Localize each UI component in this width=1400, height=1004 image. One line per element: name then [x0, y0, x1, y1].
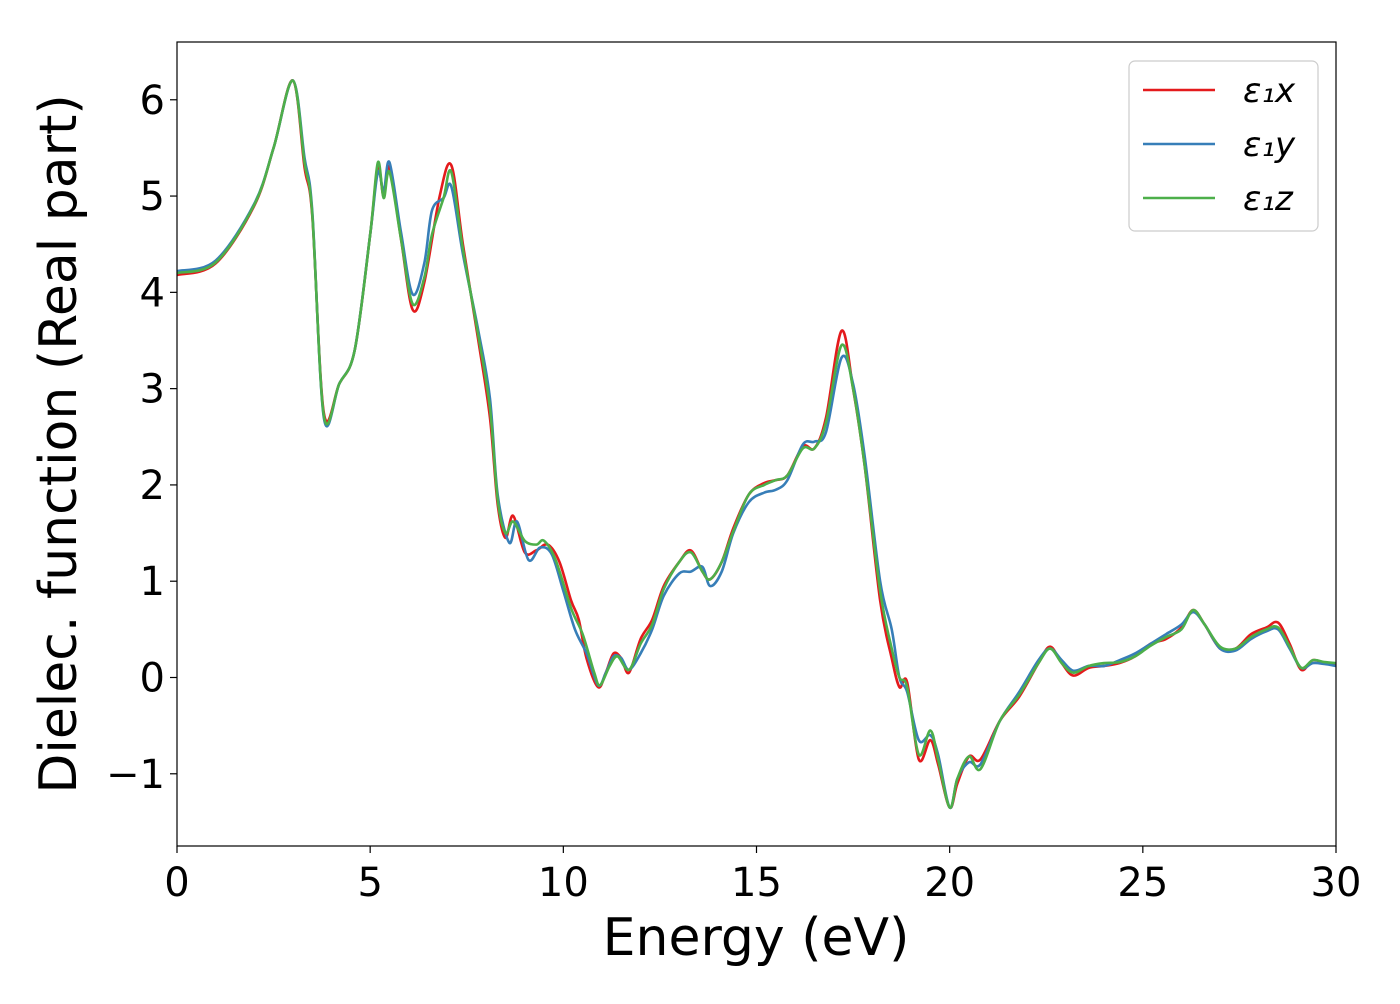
x-tick-label: 10	[538, 860, 589, 906]
y-axis-label: Dielec. function (Real part)	[29, 94, 89, 793]
y-tick-label: −1	[106, 752, 165, 798]
legend-label-3: ε₁z	[1243, 179, 1294, 219]
x-tick-label: 15	[731, 860, 782, 906]
legend-box	[1128, 60, 1319, 232]
y-tick-label: 4	[140, 270, 165, 316]
legend: ε₁x ε₁y ε₁z	[1128, 60, 1319, 232]
legend-label-1: ε₁x	[1243, 71, 1296, 111]
x-tick-label: 20	[924, 860, 975, 906]
x-tick-label: 5	[357, 860, 382, 906]
legend-label-2: ε₁y	[1243, 125, 1296, 165]
y-tick-label: 1	[140, 559, 165, 605]
y-tick-label: 3	[140, 367, 165, 413]
y-tick-label: 6	[140, 78, 165, 124]
legend-entries: ε₁x ε₁y ε₁z	[1143, 71, 1296, 219]
x-tick-label: 0	[164, 860, 189, 906]
series-line-3	[177, 79, 1336, 809]
y-tick-label: 2	[140, 463, 165, 509]
x-axis-ticks: 0 5 10 15 20 25 30	[164, 846, 1361, 906]
x-tick-label: 25	[1117, 860, 1168, 906]
series-layer	[177, 79, 1336, 810]
x-axis-label: Energy (eV)	[603, 908, 910, 968]
x-tick-label: 30	[1311, 860, 1362, 906]
y-tick-label: 0	[140, 655, 165, 701]
y-axis-ticks: −1 0 1 2 3 4 5 6	[106, 78, 177, 798]
y-tick-label: 5	[140, 174, 165, 220]
